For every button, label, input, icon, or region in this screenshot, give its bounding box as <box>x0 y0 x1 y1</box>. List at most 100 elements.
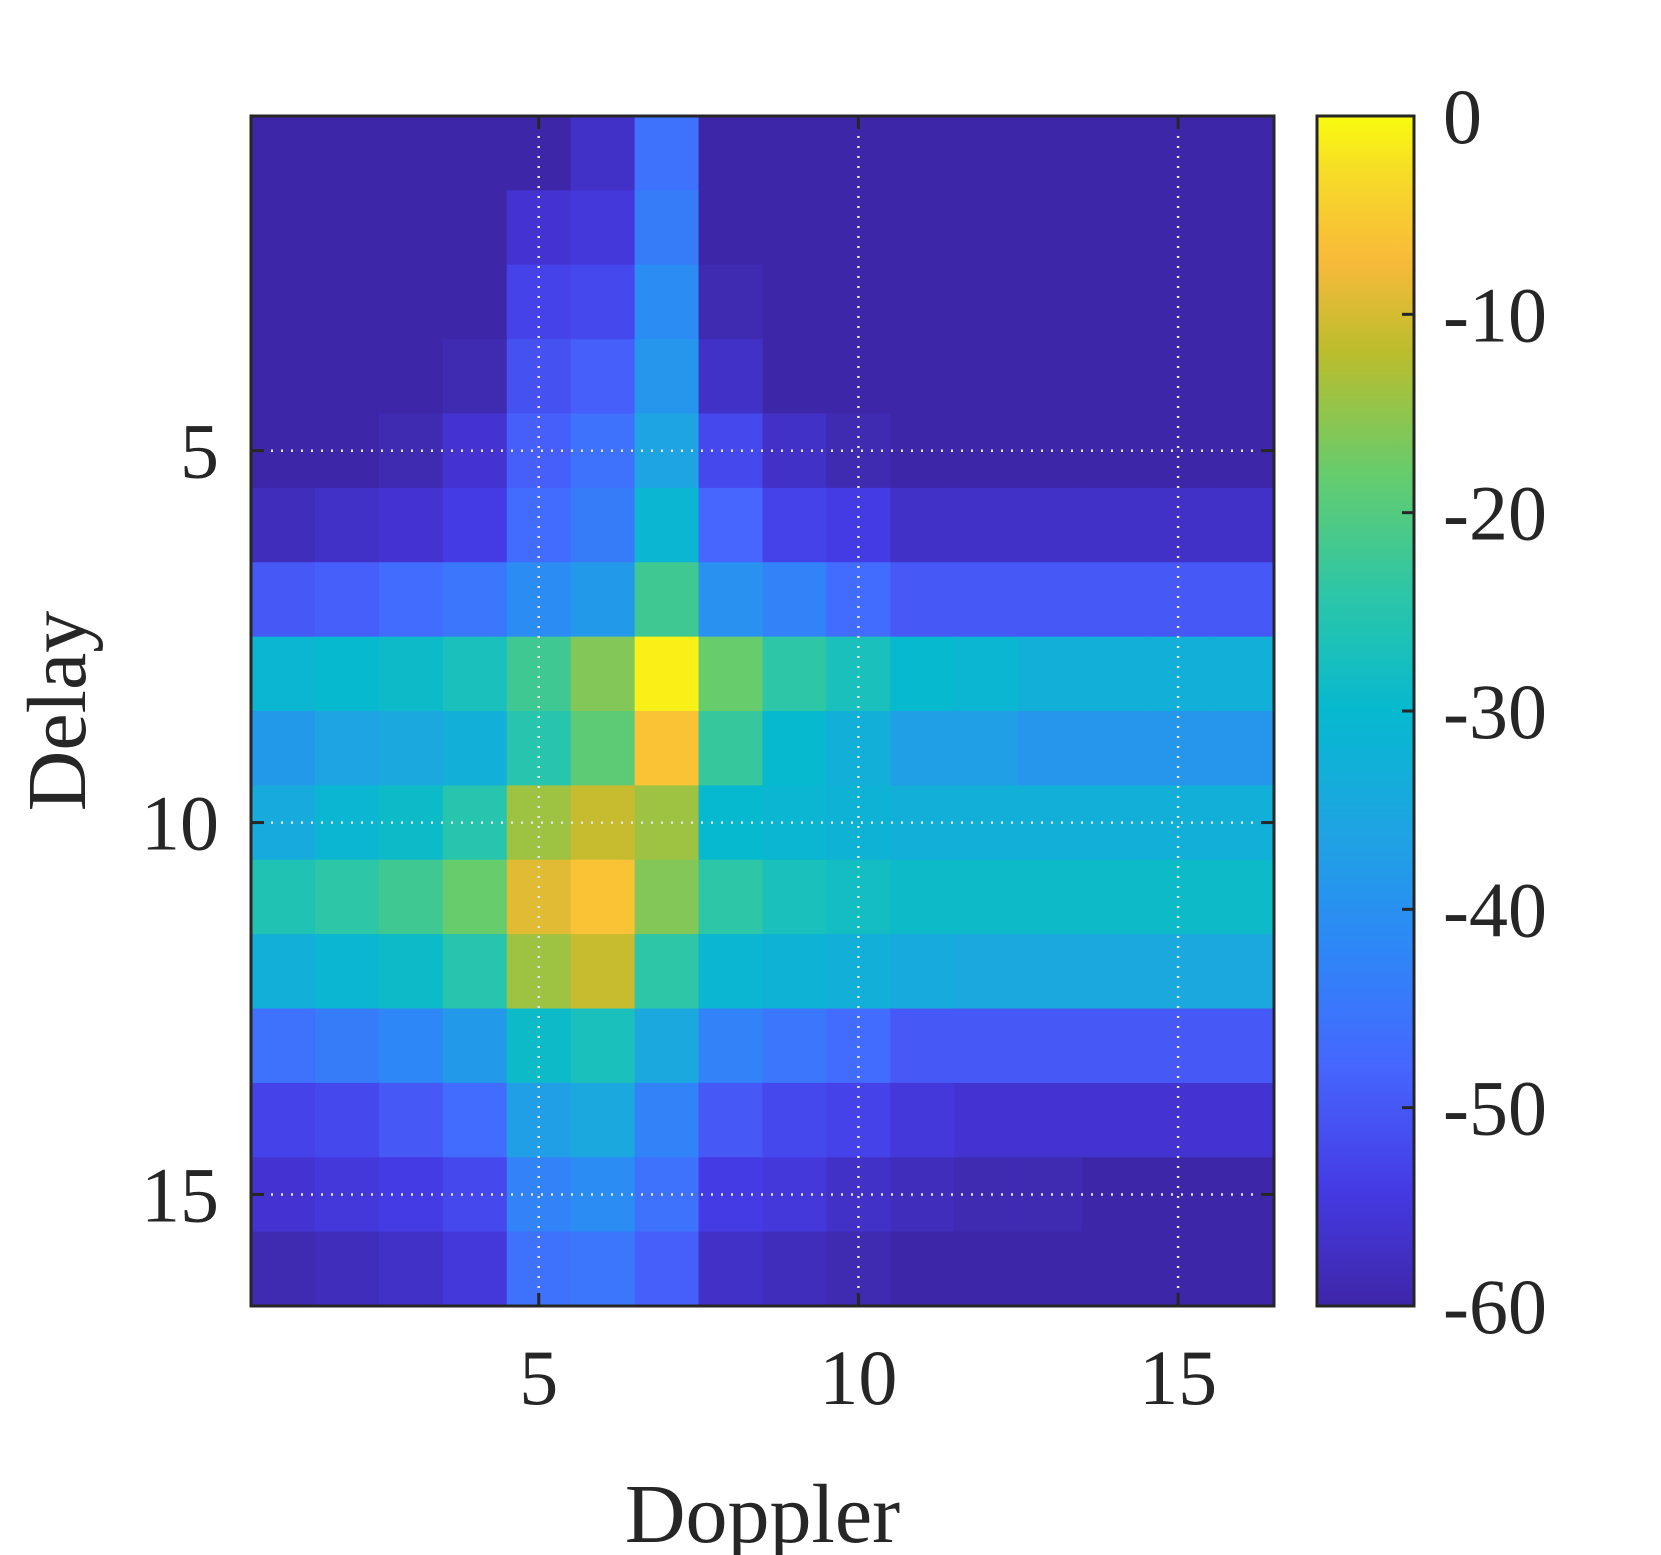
heatmap-cell <box>251 190 316 266</box>
heatmap-cell <box>698 934 764 1010</box>
heatmap-cell <box>1146 711 1211 786</box>
heatmap-cell <box>954 413 1019 489</box>
heatmap-cell <box>1018 562 1083 638</box>
heatmap-cell <box>251 934 316 1010</box>
heatmap-cell <box>570 1008 636 1084</box>
heatmap-cell <box>251 264 316 340</box>
heatmap-cell <box>570 487 636 563</box>
heatmap-cell <box>634 562 700 638</box>
heatmap-cell <box>1082 934 1147 1010</box>
heatmap-cell <box>1210 1008 1275 1084</box>
x-tick-label: 5 <box>519 1334 558 1421</box>
heatmap-cell <box>378 1008 444 1084</box>
heatmap-cell <box>762 1008 828 1084</box>
heatmap-cell <box>698 1008 764 1084</box>
heatmap-cell <box>442 190 508 266</box>
heatmap-cell <box>314 413 380 489</box>
heatmap-cell <box>506 1157 572 1233</box>
heatmap-cell <box>890 934 955 1010</box>
heatmap-cell <box>890 1082 955 1158</box>
heatmap-cell <box>1082 1231 1147 1307</box>
heatmap-cell <box>762 1157 828 1233</box>
heatmap-cell <box>378 934 444 1010</box>
heatmap-cell <box>1018 264 1083 340</box>
heatmap-cell <box>634 1157 700 1233</box>
heatmap-cell <box>1082 339 1147 415</box>
colorbar-gradient <box>1317 116 1414 1306</box>
heatmap-cell <box>1082 711 1147 786</box>
heatmap-cell <box>954 1082 1019 1158</box>
heatmap-cell <box>314 116 380 191</box>
heatmap-cell <box>570 1231 636 1307</box>
heatmap-cell <box>1210 1082 1275 1158</box>
heatmap-cell <box>762 1082 828 1158</box>
colorbar-tick-label: -40 <box>1443 866 1547 953</box>
heatmap-cell <box>954 1008 1019 1084</box>
heatmap-cell <box>1210 711 1275 786</box>
heatmap-cell <box>826 636 891 712</box>
heatmap-cell <box>826 413 891 489</box>
heatmap-cell <box>1018 1082 1083 1158</box>
heatmap-cell <box>954 264 1019 340</box>
y-tick-label: 5 <box>180 408 219 495</box>
heatmap-cell <box>378 339 444 415</box>
heatmap-cell <box>762 1231 828 1307</box>
heatmap-cell <box>890 1008 955 1084</box>
heatmap-cell <box>698 487 764 563</box>
heatmap-cell <box>1146 264 1211 340</box>
heatmap-cell <box>378 859 444 935</box>
heatmap-cell <box>442 636 508 712</box>
x-tick-label: 15 <box>1139 1334 1217 1421</box>
heatmap-cell <box>890 711 955 786</box>
heatmap-cell <box>314 339 380 415</box>
heatmap-cell <box>634 1231 700 1307</box>
heatmap-cell <box>698 859 764 935</box>
heatmap-cell <box>1210 934 1275 1010</box>
heatmap-cell <box>1082 190 1147 266</box>
y-tick-label: 10 <box>141 780 219 867</box>
heatmap-cell <box>1146 562 1211 638</box>
heatmap-cell <box>251 487 316 563</box>
heatmap-cell <box>1018 859 1083 935</box>
heatmap-cell <box>954 636 1019 712</box>
x-axis-title: Doppler <box>625 1468 900 1555</box>
heatmap-cell <box>698 1231 764 1307</box>
heatmap-cell <box>954 562 1019 638</box>
heatmap-cell <box>1082 562 1147 638</box>
heatmap-cell <box>251 636 316 712</box>
heatmap-cell <box>442 1157 508 1233</box>
heatmap-cell <box>826 1082 891 1158</box>
heatmap-cell <box>1210 116 1275 191</box>
heatmap-cell <box>1146 413 1211 489</box>
heatmap-cell <box>1210 636 1275 712</box>
heatmap-cell <box>826 264 891 340</box>
heatmap-cell <box>698 190 764 266</box>
heatmap-cell <box>570 711 636 786</box>
heatmap-cell <box>954 859 1019 935</box>
heatmap-cell <box>1146 636 1211 712</box>
heatmap-cell <box>1082 1082 1147 1158</box>
heatmap-cell <box>1018 116 1083 191</box>
y-axis-title: Delay <box>11 611 104 812</box>
heatmap-cell <box>251 1231 316 1307</box>
colorbar-tick-label: -30 <box>1443 668 1547 755</box>
heatmap-cell <box>506 1082 572 1158</box>
heatmap-cell <box>762 934 828 1010</box>
heatmap-cell <box>826 487 891 563</box>
y-tick-label: 15 <box>141 1151 219 1238</box>
heatmap-cell <box>506 1008 572 1084</box>
heatmap-cell <box>1082 116 1147 191</box>
heatmap-cell <box>890 636 955 712</box>
heatmap-cell <box>1210 264 1275 340</box>
plot-frame <box>249 114 1276 1308</box>
heatmap-cell <box>378 487 444 563</box>
heatmap-cell <box>506 711 572 786</box>
heatmap-cell <box>634 934 700 1010</box>
heatmap-cell <box>634 413 700 489</box>
heatmap-cell <box>314 1008 380 1084</box>
heatmap-cell <box>378 636 444 712</box>
heatmap-cell <box>954 116 1019 191</box>
heatmap-cell <box>826 1157 891 1233</box>
heatmap-cell <box>762 339 828 415</box>
